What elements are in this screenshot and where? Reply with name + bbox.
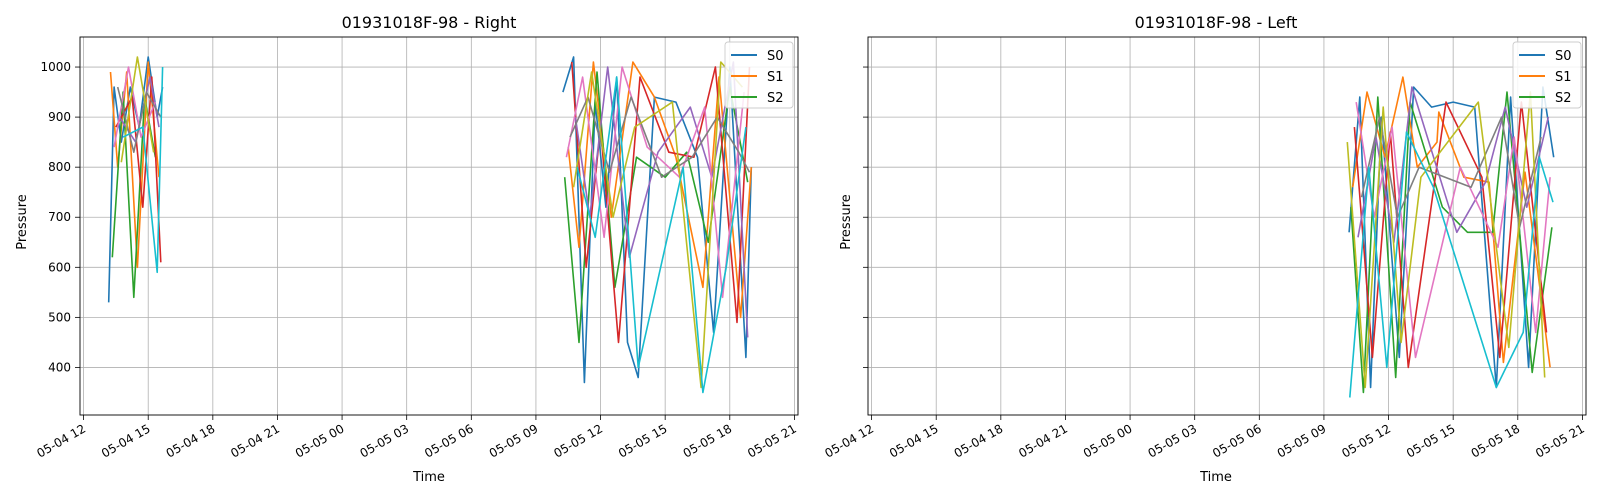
y-tick-label: 600 [48,260,71,274]
series-line-series-4 [1357,86,1550,244]
legend-label-S2: S2 [1555,91,1572,106]
legend-label-S0: S0 [1555,49,1572,64]
series-line-series-6 [1360,116,1542,229]
legend-right: S0 S1 S2 [724,41,794,109]
series-line-series-7 [1346,91,1546,389]
series-group-left [1346,76,1555,398]
series-line-series-7 [120,56,155,163]
series-line-series-7 [572,61,744,389]
axes-frame-right [79,36,799,416]
series-line-series-3 [115,76,162,263]
legend-label-S1: S1 [767,70,784,85]
legend-box [724,41,794,109]
legend-label-S0: S0 [767,49,784,64]
series-line-series-6 [116,86,162,153]
series-line-series-8 [122,66,164,274]
series-line-series-8 [1349,131,1554,398]
legend-box [1512,41,1582,109]
series-line-series-8 [576,76,747,394]
series-line-series-6 [569,96,751,178]
y-tick-label: 900 [48,110,71,124]
series-line-S2 [1350,91,1553,394]
y-tick-label: 1000 [40,60,71,74]
x-axis-label-left: Time [1199,470,1232,485]
x-axis-label-right: Time [412,470,445,485]
y-axis-label-left: Pressure [839,194,854,250]
y-tick-label: 500 [48,310,71,324]
y-tick-label: 800 [48,160,71,174]
y-tick-label: 400 [48,360,71,374]
y-axis-label-right: Pressure [15,194,30,250]
legend-label-S1: S1 [1555,70,1572,85]
chart-title-right: 01931018F-98 - Right [342,13,517,32]
legend-label-S2: S2 [767,91,784,106]
y-tick-label: 700 [48,210,71,224]
legend-left: S0 S1 S2 [1512,41,1582,109]
series-line-series-5 [565,66,745,299]
chart-title-left: 01931018F-98 - Left [1135,13,1298,32]
axes-frame-left [867,36,1587,416]
series-line-S0 [562,56,753,384]
series-line-S0 [1348,86,1555,389]
